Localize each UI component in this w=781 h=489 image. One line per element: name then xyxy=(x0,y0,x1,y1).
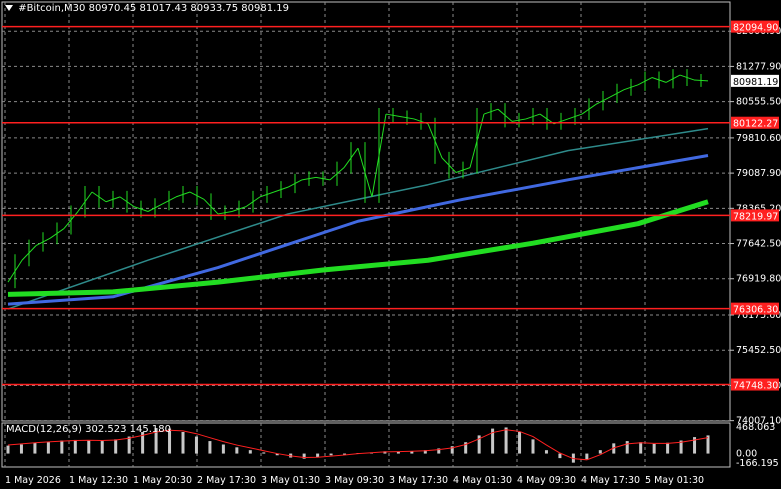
y-tick-label: 76919.80 xyxy=(736,274,781,285)
level-label: 80122.27 xyxy=(733,119,778,130)
level-label: 76306.30 xyxy=(733,305,778,316)
x-tick-label: 1 May 2026 xyxy=(5,475,61,486)
level-label: 78219.97 xyxy=(733,211,778,222)
x-tick-label: 4 May 17:30 xyxy=(581,475,640,486)
y-tick-label: 81277.90 xyxy=(736,61,781,72)
ohlc-values: 80970.45 81017.43 80933.75 80981.19 xyxy=(89,3,289,14)
x-tick-label: 1 May 20:30 xyxy=(133,475,192,486)
macd-hist-bar xyxy=(208,441,211,453)
macd-hist-bar xyxy=(505,427,508,453)
macd-hist-bar xyxy=(626,441,629,453)
macd-hist-bar xyxy=(599,450,602,453)
x-tick-label: 4 May 09:30 xyxy=(517,475,576,486)
macd-tick-label: 468.063 xyxy=(736,422,775,433)
macd-hist-bar xyxy=(182,432,185,454)
macd-hist-bar xyxy=(666,443,669,454)
x-tick-label: 3 May 01:30 xyxy=(261,475,320,486)
macd-hist-bar xyxy=(101,441,104,453)
level-label: 74748.30 xyxy=(733,381,778,392)
x-tick-label: 3 May 09:30 xyxy=(325,475,384,486)
y-tick-label: 79810.60 xyxy=(736,133,781,144)
macd-hist-bar xyxy=(7,446,10,454)
macd-hist-bar xyxy=(653,444,656,454)
macd-hist-bar xyxy=(195,437,198,454)
x-tick-label: 2 May 17:30 xyxy=(197,475,256,486)
x-tick-label: 4 May 01:30 xyxy=(453,475,512,486)
macd-hist-bar xyxy=(74,440,77,454)
macd-hist-bar xyxy=(518,432,521,454)
symbol-timeframe: #Bitcoin,M30 xyxy=(18,3,85,14)
macd-hist-bar xyxy=(330,454,333,456)
x-tick-label: 5 May 01:30 xyxy=(645,475,704,486)
macd-hist-bar xyxy=(222,444,225,453)
y-tick-label: 79087.90 xyxy=(736,168,781,179)
macd-hist-bar xyxy=(639,442,642,453)
y-tick-label: 80555.50 xyxy=(736,97,781,108)
macd-hist-bar xyxy=(60,441,63,454)
macd-hist-bar xyxy=(128,437,131,454)
dropdown-triangle-icon[interactable] xyxy=(5,5,13,11)
macd-hist-bar xyxy=(47,442,50,454)
macd-hist-bar xyxy=(545,450,548,453)
y-tick-label: 75452.50 xyxy=(736,345,781,356)
y-tick-label: 77642.50 xyxy=(736,239,781,250)
x-tick-label: 1 May 12:30 xyxy=(69,475,128,486)
macd-hist-bar xyxy=(316,454,319,457)
macd-tick-label: -166.195 xyxy=(736,458,779,469)
macd-hist-bar xyxy=(87,441,90,454)
macd-hist-bar xyxy=(558,454,561,459)
moving-average-line xyxy=(8,129,708,309)
chart-header: #Bitcoin,M30 80970.45 81017.43 80933.75 … xyxy=(5,3,289,14)
x-tick-label: 3 May 17:30 xyxy=(389,475,448,486)
level-label: 82094.90 xyxy=(733,23,778,34)
main-pane-border xyxy=(2,2,730,421)
macd-hist-bar xyxy=(114,439,117,453)
macd-hist-bar xyxy=(20,444,23,453)
macd-hist-bar xyxy=(249,450,252,453)
macd-hist-bar xyxy=(33,443,36,454)
macd-hist-bar xyxy=(235,447,238,453)
current-price-label: 80981.19 xyxy=(733,77,778,88)
macd-hist-bar xyxy=(532,439,535,453)
macd-hist-bar xyxy=(262,452,265,453)
macd-hist-bar xyxy=(585,454,588,460)
macd-hist-bar xyxy=(397,452,400,454)
macd-label: MACD(12,26,9) 302.523 145.180 xyxy=(6,424,171,435)
